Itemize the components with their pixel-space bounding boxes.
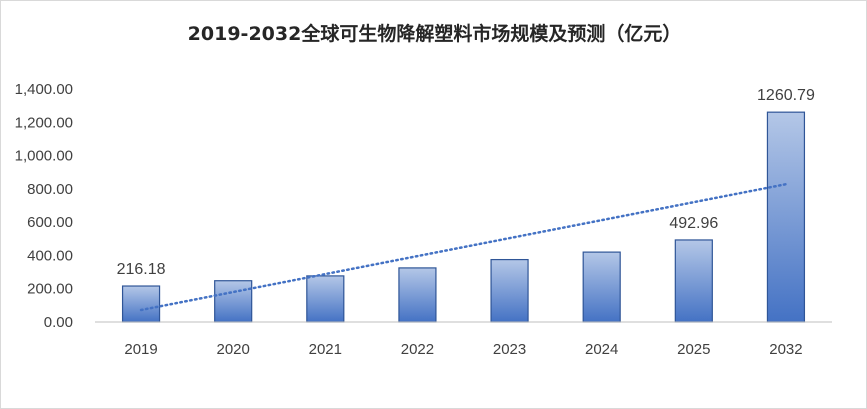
x-tick-label: 2022 xyxy=(401,341,434,358)
x-tick-label: 2020 xyxy=(217,341,250,358)
y-tick-label: 200.00 xyxy=(27,281,73,298)
y-tick-label: 600.00 xyxy=(27,214,73,231)
bar xyxy=(306,275,345,323)
data-label: 216.18 xyxy=(117,261,166,278)
bar xyxy=(490,258,529,323)
y-tick-label: 400.00 xyxy=(27,247,73,264)
chart-title: 2019-2032全球可生物降解塑料市场规模及预测（亿元） xyxy=(187,23,682,45)
trend-line xyxy=(139,182,788,312)
x-tick-label: 2019 xyxy=(124,341,157,358)
bar xyxy=(214,280,253,323)
data-label: 1260.79 xyxy=(757,87,815,104)
bar xyxy=(398,267,437,323)
y-tick-label: 800.00 xyxy=(27,181,73,198)
x-tick-label: 2021 xyxy=(309,341,342,358)
y-tick-label: 1,000.00 xyxy=(15,148,73,165)
bars xyxy=(121,111,806,323)
y-tick-label: 0.00 xyxy=(44,314,73,331)
bar xyxy=(674,239,713,323)
data-labels: 216.18 492.96 1260.79 xyxy=(117,87,815,278)
y-tick-label: 1,400.00 xyxy=(15,81,73,98)
x-tick-label: 2025 xyxy=(677,341,710,358)
bar xyxy=(766,111,806,323)
bar xyxy=(582,251,621,323)
x-tick-label: 2023 xyxy=(493,341,526,358)
x-tick-label: 2024 xyxy=(585,341,618,358)
y-axis-tick-labels: 0.00 200.00 400.00 600.00 800.00 1,000.00 1,20… xyxy=(15,81,73,331)
x-tick-label: 2032 xyxy=(769,341,802,358)
y-tick-label: 1,200.00 xyxy=(15,114,73,131)
data-label: 492.96 xyxy=(669,215,718,232)
x-axis-tick-labels: 2019 2020 2021 2022 2023 2024 2025 2032 xyxy=(124,341,802,358)
bar xyxy=(121,285,161,323)
